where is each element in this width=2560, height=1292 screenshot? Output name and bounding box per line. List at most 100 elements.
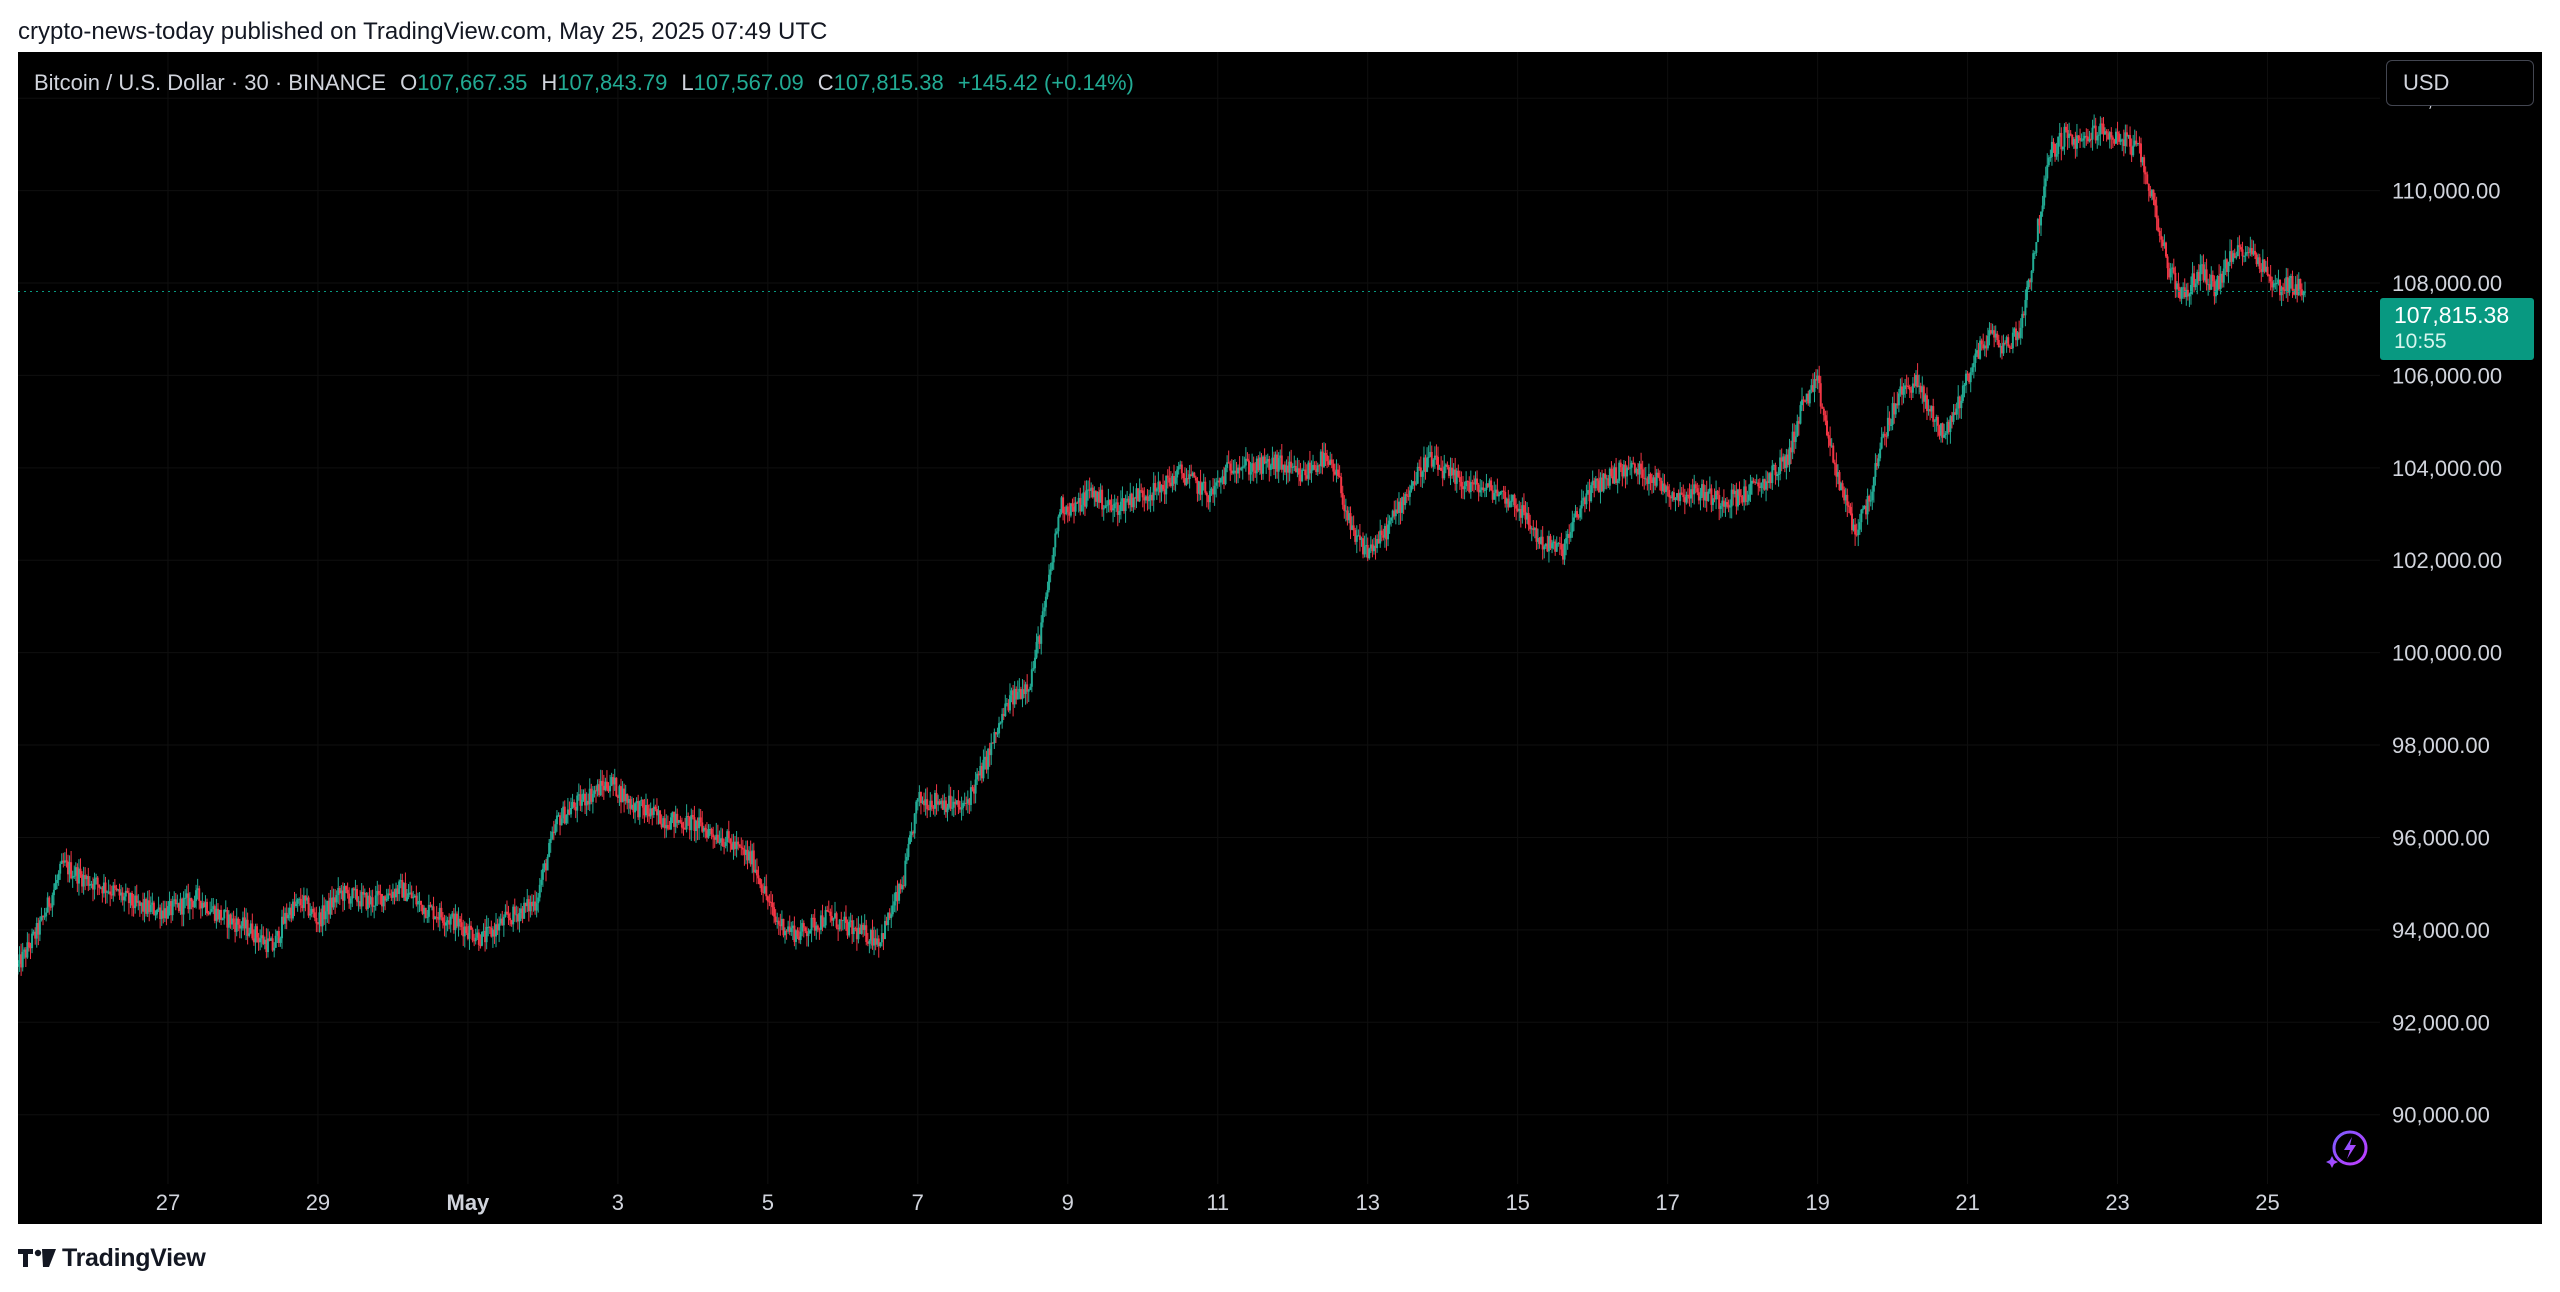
candle-body — [1474, 478, 1477, 485]
candle-body — [1949, 416, 1952, 433]
symbol-title[interactable]: Bitcoin / U.S. Dollar · 30 · BINANCE — [34, 70, 387, 95]
y-tick-label: 104,000.00 — [2392, 456, 2502, 481]
candle-body — [898, 883, 901, 901]
candle-body — [966, 799, 969, 804]
candle-body — [615, 777, 618, 797]
candle-body — [1563, 543, 1566, 560]
candle-body — [1408, 490, 1411, 497]
candle-body — [2254, 250, 2257, 255]
candle-body — [151, 902, 154, 905]
candle-body — [1146, 496, 1149, 501]
candle-body — [309, 913, 312, 916]
candle-body — [1610, 468, 1613, 477]
footer-brand[interactable]: TradingView — [18, 1240, 206, 1276]
candle-body — [1079, 497, 1082, 512]
candle-body — [1565, 538, 1568, 544]
currency-button[interactable]: USD — [2386, 60, 2534, 106]
candle-body — [1166, 475, 1169, 478]
candle-body — [1266, 459, 1269, 462]
candle-body — [438, 907, 441, 920]
candle-body — [790, 928, 793, 932]
candle-body — [1023, 689, 1026, 695]
candle-body — [91, 883, 94, 890]
candle-body — [740, 846, 743, 848]
candle-body — [2061, 146, 2064, 150]
candle-body — [351, 888, 354, 899]
candle-body — [901, 885, 904, 890]
candle-body — [1780, 457, 1783, 462]
candle-body — [982, 759, 985, 779]
candle-body — [1196, 480, 1199, 494]
candle-body — [59, 863, 62, 874]
candle-body — [123, 896, 126, 901]
candle-body — [213, 906, 216, 921]
candle-body — [796, 930, 799, 937]
candle-body — [657, 810, 660, 816]
chart-frame[interactable]: 90,000.00 92,000.00 94,000.00 96,000.00 98,0… — [18, 52, 2542, 1224]
candle-body — [2193, 273, 2196, 288]
candle-body — [2297, 278, 2300, 296]
candle-body — [904, 860, 907, 886]
candle-body — [212, 906, 215, 910]
candle-body — [1168, 477, 1171, 483]
candle-body — [1438, 467, 1441, 470]
x-tick-label: May — [447, 1190, 491, 1215]
candle-body — [571, 802, 574, 809]
candle-body — [415, 895, 418, 905]
candle-body — [18, 963, 19, 967]
candle-body — [1354, 530, 1357, 542]
candle-body — [924, 799, 927, 806]
candle-body — [843, 916, 846, 921]
candle-body — [287, 914, 290, 919]
candle-body — [2288, 278, 2291, 293]
candle-body — [1052, 547, 1055, 563]
candle-body — [470, 925, 473, 930]
candle-body — [474, 937, 477, 942]
candlestick-chart[interactable]: 90,000.0092,000.0094,000.0096,000.0098,0… — [18, 52, 2542, 1224]
candle-body — [1629, 467, 1632, 469]
candle-body — [1343, 504, 1346, 511]
candle-body — [513, 906, 516, 915]
candle-body — [1841, 483, 1844, 490]
candle-body — [510, 920, 513, 925]
candle-body — [682, 827, 685, 829]
candle-body — [1077, 497, 1080, 503]
candle-body — [177, 903, 180, 911]
candle-body — [1825, 420, 1828, 436]
candle-body — [2293, 290, 2296, 295]
candle-body — [281, 916, 284, 939]
y-tick-label: 92,000.00 — [2392, 1010, 2490, 1035]
candle-body — [702, 827, 705, 832]
candle-body — [1821, 406, 1824, 409]
candle-body — [270, 938, 273, 941]
candle-body — [2083, 135, 2086, 139]
candle-body — [651, 808, 654, 815]
candle-body — [1738, 489, 1741, 496]
candle-body — [1237, 467, 1240, 474]
candle-body — [1326, 455, 1329, 462]
candle-body — [1883, 433, 1886, 436]
candle-body — [206, 901, 209, 914]
candle-body — [1465, 480, 1468, 487]
candle-body — [1155, 488, 1158, 492]
candle-body — [277, 930, 280, 943]
candle-body — [2291, 276, 2294, 291]
candle-body — [1880, 437, 1883, 449]
candle-body — [471, 929, 474, 941]
candle-body — [1996, 333, 1999, 340]
candle-body — [834, 913, 837, 918]
candle-body — [1193, 472, 1196, 478]
candle-body — [118, 889, 121, 896]
x-tick-label: 27 — [156, 1190, 180, 1215]
candle-body — [1062, 497, 1065, 514]
candle-body — [1733, 490, 1736, 494]
candle-body — [263, 939, 266, 944]
lightning-icon[interactable] — [2324, 1126, 2372, 1174]
candle-body — [741, 847, 744, 850]
candle-body — [1632, 462, 1635, 464]
candle-body — [730, 843, 733, 850]
candle-body — [2271, 281, 2274, 288]
candle-body — [669, 817, 672, 830]
candle-body — [2085, 135, 2088, 137]
candle-body — [1966, 373, 1969, 375]
